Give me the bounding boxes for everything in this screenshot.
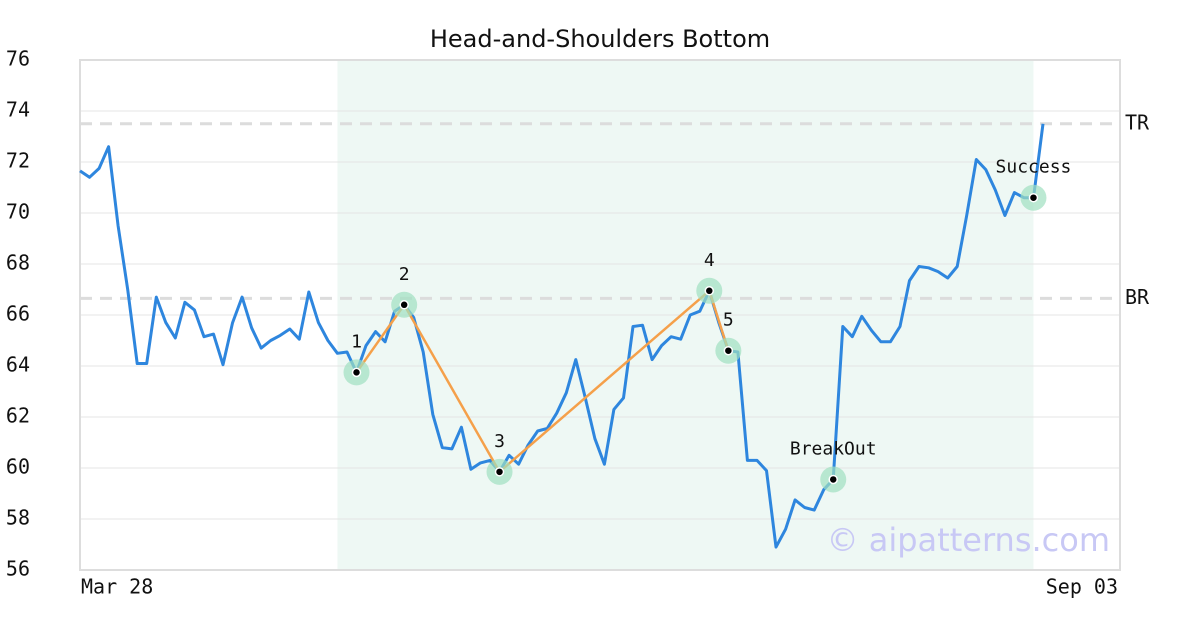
marker-label: BreakOut (790, 438, 877, 459)
level-label: TR (1125, 110, 1150, 134)
marker-dot (828, 474, 838, 485)
marker-label: 2 (399, 264, 410, 285)
marker-label: 1 (351, 331, 362, 352)
marker-label: 3 (494, 431, 505, 452)
level-label: BR (1125, 285, 1150, 309)
y-tick-label: 68 (6, 251, 30, 275)
marker-dot (723, 345, 734, 356)
plot-frame (79, 59, 1121, 571)
marker-label: 4 (704, 250, 715, 271)
y-tick-label: 76 (6, 47, 30, 71)
x-start-label: Mar 28 (81, 575, 153, 599)
marker-label: 5 (723, 310, 734, 331)
y-tick-label: 56 (6, 557, 30, 581)
y-tick-label: 74 (6, 98, 30, 122)
marker-dot (351, 367, 362, 378)
x-end-label: Sep 03 (1046, 575, 1118, 599)
y-tick-label: 60 (6, 455, 30, 479)
marker-dot (494, 467, 505, 477)
y-tick-label: 64 (6, 353, 30, 377)
y-tick-label: 62 (6, 404, 30, 428)
y-tick-label: 66 (6, 302, 30, 326)
y-tick-label: 72 (6, 149, 30, 173)
marker-label: Success (996, 157, 1072, 178)
price-line (79, 123, 1045, 549)
marker-dot (399, 300, 409, 310)
y-tick-label: 70 (6, 200, 30, 224)
marker-dot (1028, 192, 1039, 203)
y-tick-label: 58 (6, 506, 30, 530)
watermark: © aipatterns.com (827, 521, 1110, 559)
marker-dot (704, 286, 715, 296)
chart-title: Head-and-Shoulders Bottom (430, 25, 770, 53)
